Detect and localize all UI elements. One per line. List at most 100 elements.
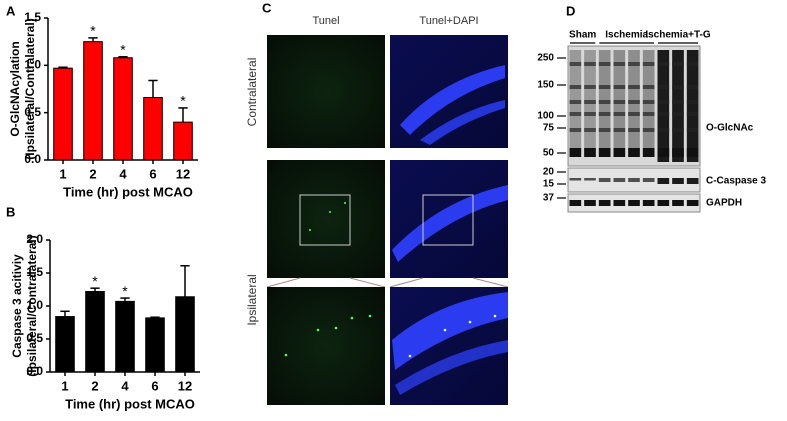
band (642, 112, 655, 116)
band (628, 178, 640, 182)
band (672, 128, 684, 132)
y-tick-label: 0.5 (24, 105, 41, 119)
band (569, 128, 582, 132)
bar (145, 317, 165, 373)
x-tick-label: 6 (151, 378, 158, 393)
bar (113, 57, 133, 161)
band (672, 85, 684, 89)
band (642, 200, 655, 206)
band (686, 85, 699, 89)
band (569, 62, 582, 66)
x-tick-label: 2 (89, 166, 96, 181)
marker-label: 150 (537, 80, 554, 91)
band (598, 178, 611, 182)
band (628, 200, 640, 206)
band (584, 112, 596, 116)
band (598, 148, 611, 157)
x-tick-label: 4 (119, 166, 127, 181)
column-label: Tunel+DAPI (419, 15, 478, 27)
group-label: Ischemia+T-G (645, 30, 711, 41)
inset-line (389, 277, 424, 288)
significance-mark: * (122, 283, 128, 299)
x-tick-label: 2 (91, 378, 98, 393)
group-label: Ischemia (605, 30, 648, 41)
band (598, 85, 611, 89)
band (657, 200, 670, 206)
y-tick-label: 0.5 (26, 331, 43, 345)
y-axis-label: (Ipsilateral/Contralateral) (25, 235, 39, 376)
x-tick-label: 4 (121, 378, 129, 393)
x-tick-label: 6 (149, 166, 156, 181)
band (642, 100, 655, 104)
x-axis-label: Time (hr) post MCAO (65, 396, 195, 411)
band (642, 85, 655, 89)
row-label: Ipsilateral (245, 274, 259, 325)
bar (115, 300, 135, 373)
marker-label: 37 (543, 193, 555, 204)
dots (284, 202, 497, 358)
y-tick-label: 0.0 (24, 152, 41, 166)
panel-label: D (566, 3, 575, 18)
band (628, 62, 640, 66)
bar (175, 296, 195, 373)
band (642, 128, 655, 132)
band (569, 112, 582, 116)
band (613, 112, 626, 116)
marker-label: 75 (543, 123, 555, 134)
band (628, 85, 640, 89)
inset-box (422, 194, 474, 246)
significance-mark: * (90, 23, 96, 39)
y-tick-label: 1.5 (26, 265, 43, 279)
blot-label: C-Caspase 3 (706, 176, 766, 187)
image (267, 160, 385, 278)
x-tick-label: 12 (178, 378, 192, 393)
column-label: Tunel (312, 15, 339, 27)
band (686, 62, 699, 66)
inset-box (299, 194, 351, 246)
x-axis-label: Time (hr) post MCAO (63, 184, 193, 199)
marker-label: 250 (537, 53, 554, 64)
band (613, 128, 626, 132)
lane-smear (672, 50, 684, 162)
band (672, 148, 684, 157)
band (598, 200, 611, 206)
band (657, 112, 670, 116)
y-tick-label: 0.0 (26, 364, 43, 378)
x-tick-label: 1 (59, 166, 66, 181)
panel-label: C (262, 0, 272, 15)
band (598, 112, 611, 116)
marker-label: 100 (537, 111, 554, 122)
y-tick-label: 1.0 (24, 58, 41, 72)
band (657, 62, 670, 66)
band (686, 178, 699, 184)
band (686, 200, 699, 206)
significance-mark: * (180, 93, 186, 109)
band (584, 128, 596, 132)
band (569, 100, 582, 104)
band (686, 148, 699, 157)
band (657, 85, 670, 89)
inset-line (472, 277, 509, 288)
marker-label: 15 (543, 179, 555, 190)
micrographs (266, 35, 509, 405)
band (613, 178, 626, 182)
band (657, 178, 670, 184)
image (267, 35, 385, 148)
band (584, 100, 596, 104)
marker-label: 50 (543, 148, 555, 159)
y-tick-label: 1.0 (26, 298, 43, 312)
band (672, 200, 684, 206)
bar (173, 121, 193, 161)
band (686, 100, 699, 104)
bar (85, 290, 105, 373)
band (613, 85, 626, 89)
x-tick-label: 12 (176, 166, 190, 181)
band (613, 100, 626, 104)
band (657, 100, 670, 104)
band (657, 148, 670, 157)
significance-mark: * (120, 42, 126, 58)
image-detail (400, 65, 505, 135)
band (613, 148, 626, 157)
inset-line (266, 277, 301, 288)
